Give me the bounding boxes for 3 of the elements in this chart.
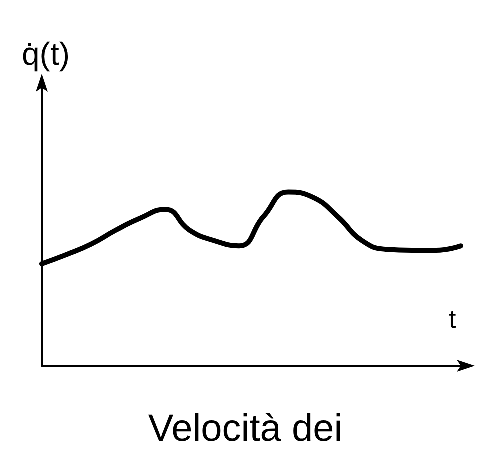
text: Velocità dei	[148, 408, 343, 450]
x-axis-title: t	[449, 304, 457, 334]
y-axis-title: q̇(t)	[22, 36, 70, 72]
